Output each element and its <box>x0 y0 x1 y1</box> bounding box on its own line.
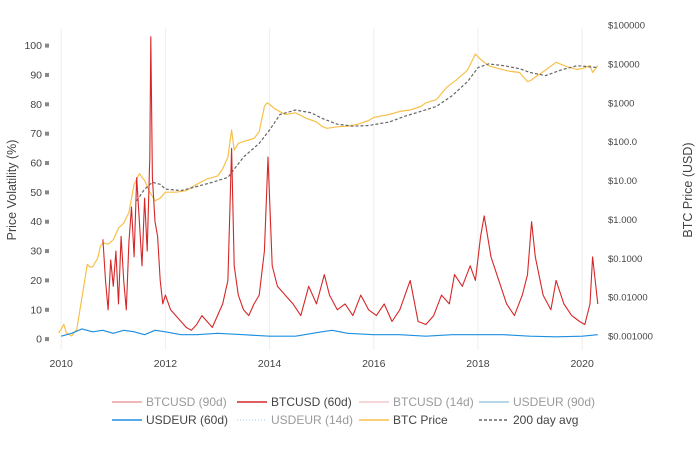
left-tick-mark <box>45 337 49 342</box>
left-tick-mark <box>45 102 49 107</box>
right-tick-label: $0.1000 <box>608 254 642 265</box>
x-gridlines <box>60 28 583 350</box>
left-tick-mark <box>45 43 49 48</box>
left-tick-label: 0 <box>36 334 42 346</box>
left-tick-label: 50 <box>30 187 42 199</box>
left-tick-label: 90 <box>30 69 42 81</box>
right-tick-label: $10.00 <box>608 176 637 187</box>
series-line-200-day-avg <box>136 63 598 202</box>
legend-item[interactable]: 200 day avg <box>479 413 578 427</box>
right-tick-label: $1000 <box>608 98 634 109</box>
legend-label: USDEUR (60d) <box>146 413 228 427</box>
x-tick-label: 2014 <box>258 358 282 370</box>
legend-item[interactable]: BTCUSD (14d) <box>359 395 474 409</box>
right-tick-label: $1.000 <box>608 215 637 226</box>
legend-item[interactable]: BTCUSD (60d) <box>237 395 352 409</box>
series-line-btcusd-60d <box>102 36 599 331</box>
left-tick-label: 80 <box>30 99 42 111</box>
left-tick-mark <box>45 307 49 312</box>
right-tick-label: $0.001000 <box>608 332 653 343</box>
left-tick-label: 40 <box>30 216 42 228</box>
right-axis-ticks: $0.001000 $0.01000 $0.1000 $1.000 $10.00 $100… <box>608 21 653 343</box>
right-axis-title: BTC Price (USD) <box>681 142 695 237</box>
legend-label: BTCUSD (14d) <box>393 395 474 409</box>
right-tick-label: $10000 <box>608 59 640 70</box>
series-line-btc-price <box>58 53 599 337</box>
legend-label: BTCUSD (90d) <box>146 395 227 409</box>
left-tick-label: 100 <box>24 40 42 52</box>
legend: BTCUSD (90d) BTCUSD (60d) BTCUSD (14d) USDE… <box>112 395 595 427</box>
left-tick-mark <box>45 72 49 77</box>
legend-label: BTCUSD (60d) <box>271 395 352 409</box>
left-tick-mark <box>45 131 49 136</box>
x-tick-label: 2010 <box>50 358 74 370</box>
legend-item[interactable]: USDEUR (14d) <box>237 413 353 427</box>
left-tick-label: 30 <box>30 246 42 258</box>
right-tick-label: $100.0 <box>608 137 637 148</box>
left-tick-mark <box>45 161 49 166</box>
left-tick-mark <box>45 219 49 224</box>
legend-item[interactable]: USDEUR (60d) <box>112 413 228 427</box>
left-axis-ticks: 0 10 20 30 40 50 60 70 80 90 100 <box>24 40 49 346</box>
left-tick-label: 10 <box>30 304 42 316</box>
left-tick-label: 60 <box>30 158 42 170</box>
right-tick-label: $0.01000 <box>608 293 648 304</box>
x-tick-label: 2012 <box>154 358 178 370</box>
left-tick-mark <box>45 278 49 283</box>
right-tick-label: $100000 <box>608 21 645 32</box>
left-tick-mark <box>45 190 49 195</box>
series-layer <box>58 36 599 338</box>
legend-label: USDEUR (14d) <box>271 413 353 427</box>
legend-label: 200 day avg <box>513 413 578 427</box>
legend-item[interactable]: USDEUR (90d) <box>479 395 595 409</box>
x-tick-label: 2020 <box>570 358 594 370</box>
left-tick-label: 20 <box>30 275 42 287</box>
left-tick-label: 70 <box>30 128 42 140</box>
legend-item[interactable]: BTCUSD (90d) <box>112 395 227 409</box>
x-tick-label: 2016 <box>362 358 386 370</box>
x-axis-ticks: 2010 2012 2014 2016 2018 2020 <box>50 358 594 370</box>
left-tick-mark <box>45 249 49 254</box>
legend-label: USDEUR (90d) <box>513 395 595 409</box>
legend-item[interactable]: BTC Price <box>359 413 448 427</box>
x-tick-label: 2018 <box>466 358 490 370</box>
series-line-usdeur-60d <box>61 328 598 338</box>
legend-label: BTC Price <box>393 413 448 427</box>
left-axis-title: Price Volatility (%) <box>5 140 19 241</box>
